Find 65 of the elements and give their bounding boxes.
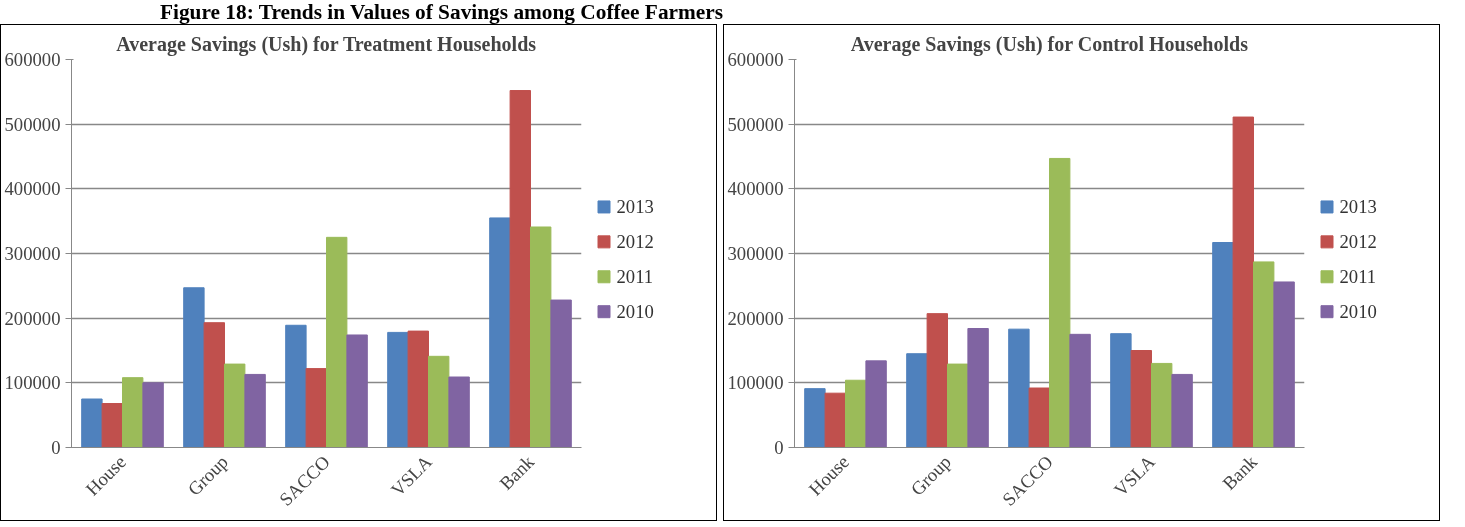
- y-tick-label: 600000: [727, 49, 784, 70]
- legend-label: 2011: [1339, 266, 1377, 288]
- bar: [1212, 242, 1234, 448]
- bar: [183, 287, 205, 448]
- bar: [1069, 333, 1091, 448]
- chart-title: Average Savings (Ush) for Control Households: [850, 32, 1249, 56]
- bar: [1253, 261, 1275, 448]
- bar: [824, 392, 846, 448]
- chart-title: Average Savings (Ush) for Treatment Households: [116, 32, 537, 56]
- bar: [101, 403, 123, 448]
- bar: [1232, 116, 1254, 448]
- legend-label: 2013: [1339, 196, 1377, 218]
- bar: [926, 313, 948, 448]
- bar: [967, 328, 989, 448]
- bar: [865, 360, 887, 448]
- bar: [387, 331, 409, 448]
- legend-label: 2010: [1339, 301, 1377, 323]
- caption: Figure 18: Trends in Values of Savings among Coffee Farmers: [160, 0, 724, 24]
- y-tick-label: 600000: [4, 49, 61, 70]
- bar: [81, 398, 103, 448]
- bar: [285, 324, 307, 448]
- bar: [845, 379, 867, 448]
- bar: [244, 373, 266, 448]
- bar: [346, 334, 368, 448]
- bar: [203, 322, 225, 448]
- bar: [489, 217, 511, 448]
- y-tick-label: 400000: [727, 178, 784, 200]
- legend-label: 2012: [616, 231, 654, 253]
- y-tick-label: 200000: [727, 307, 784, 329]
- y-tick-label: 400000: [4, 178, 61, 200]
- bar: [804, 388, 826, 448]
- bar: [326, 236, 348, 448]
- bar: [1171, 373, 1193, 448]
- y-tick-label: 500000: [727, 113, 784, 135]
- bar: [1273, 281, 1295, 448]
- bar: [1130, 350, 1152, 448]
- bar: [1110, 333, 1132, 448]
- bar: [1028, 387, 1050, 448]
- y-tick-label: 0: [774, 437, 784, 458]
- bar: [428, 355, 450, 448]
- bar: [1049, 157, 1071, 448]
- y-tick-label: 0: [51, 437, 61, 458]
- legend-label: 2012: [1339, 231, 1377, 253]
- bar: [407, 330, 429, 448]
- bar: [142, 382, 164, 448]
- bar: [509, 90, 531, 448]
- legend-label: 2011: [616, 266, 654, 288]
- bar: [448, 376, 470, 448]
- bar: [1008, 328, 1030, 448]
- y-tick-label: 500000: [4, 113, 61, 135]
- legend-label: 2013: [616, 196, 654, 218]
- bar: [224, 363, 246, 448]
- bar: [1151, 362, 1173, 448]
- legend-label: 2010: [616, 301, 654, 323]
- y-tick-label: 100000: [727, 372, 784, 394]
- bar: [947, 363, 969, 448]
- y-tick-label: 200000: [4, 307, 61, 329]
- bar: [906, 353, 928, 448]
- bar: [305, 368, 327, 448]
- y-tick-label: 100000: [4, 372, 61, 394]
- bar: [550, 299, 572, 448]
- bar: [122, 377, 144, 448]
- y-tick-label: 300000: [727, 243, 784, 264]
- y-tick-label: 300000: [4, 243, 61, 264]
- bar: [530, 226, 552, 448]
